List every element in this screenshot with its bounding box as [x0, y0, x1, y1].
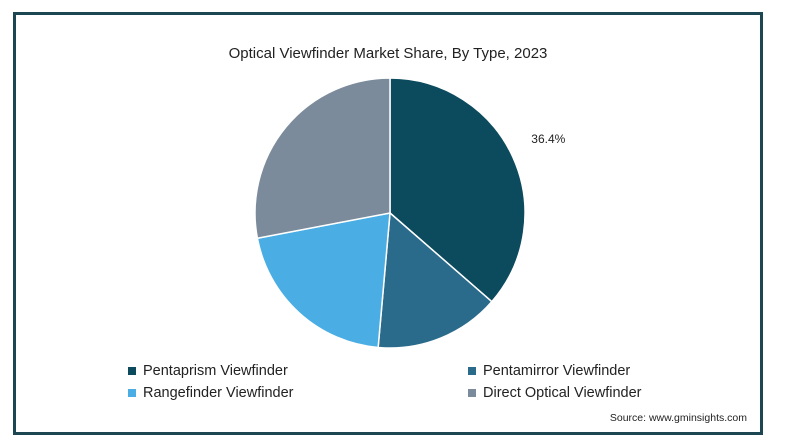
legend-swatch	[128, 367, 136, 375]
legend-item: Rangefinder Viewfinder	[128, 385, 468, 401]
legend: Pentaprism Viewfinder Pentamirror Viewfin…	[128, 363, 688, 401]
legend-item: Direct Optical Viewfinder	[468, 385, 688, 401]
legend-swatch	[468, 367, 476, 375]
pie-slice-pentamirror-viewfinder	[377, 211, 493, 349]
slice-data-label: 36.4%	[531, 132, 566, 147]
pie-slice-rangefinder-viewfinder	[256, 212, 391, 349]
chart-frame: Optical Viewfinder Market Share, By Type…	[13, 12, 763, 435]
chart-title: Optical Viewfinder Market Share, By Type…	[228, 45, 548, 62]
source-note: Source: www.gminsights.com	[609, 412, 747, 424]
legend-label: Direct Optical Viewfinder	[483, 385, 642, 401]
legend-label: Pentaprism Viewfinder	[143, 363, 288, 379]
pie-slice-direct-optical-viewfinder	[254, 77, 391, 240]
legend-label: Rangefinder Viewfinder	[143, 385, 294, 401]
pie-chart	[254, 77, 526, 349]
legend-item: Pentaprism Viewfinder	[128, 363, 468, 379]
legend-swatch	[128, 389, 136, 397]
legend-swatch	[468, 389, 476, 397]
legend-item: Pentamirror Viewfinder	[468, 363, 688, 379]
legend-label: Pentamirror Viewfinder	[483, 363, 631, 379]
pie-slice-pentaprism-viewfinder	[389, 77, 526, 303]
